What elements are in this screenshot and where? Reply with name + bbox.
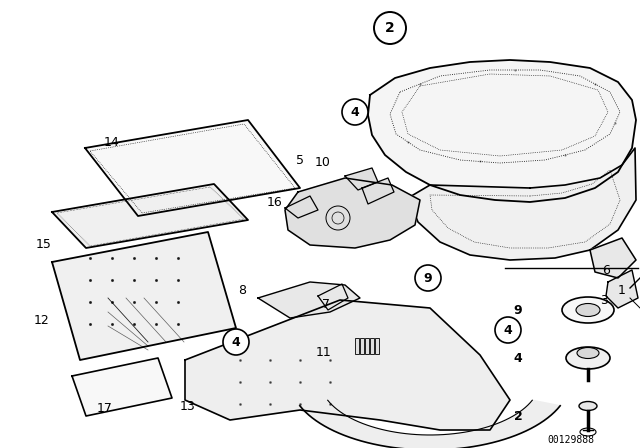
- Bar: [365, 338, 369, 354]
- Text: 4: 4: [351, 105, 360, 119]
- Text: 9: 9: [514, 303, 522, 316]
- Text: 8: 8: [238, 284, 246, 297]
- Text: 2: 2: [385, 21, 395, 35]
- Circle shape: [415, 265, 441, 291]
- Ellipse shape: [566, 347, 610, 369]
- Polygon shape: [606, 270, 638, 308]
- Text: 5: 5: [296, 154, 304, 167]
- Polygon shape: [590, 238, 636, 278]
- Text: 12: 12: [34, 314, 50, 327]
- Text: 4: 4: [232, 336, 241, 349]
- Polygon shape: [285, 196, 318, 218]
- Text: 17: 17: [97, 401, 113, 414]
- Text: 14: 14: [104, 135, 120, 148]
- Text: 11: 11: [316, 345, 332, 358]
- Polygon shape: [362, 178, 394, 204]
- Circle shape: [374, 12, 406, 44]
- Circle shape: [223, 329, 249, 355]
- Ellipse shape: [577, 348, 599, 358]
- Text: 16: 16: [267, 195, 283, 208]
- Text: 00129888: 00129888: [547, 435, 595, 445]
- Polygon shape: [52, 232, 236, 360]
- Polygon shape: [408, 148, 636, 260]
- Polygon shape: [345, 168, 378, 190]
- Polygon shape: [285, 178, 420, 248]
- Text: 6: 6: [602, 263, 610, 276]
- Circle shape: [342, 99, 368, 125]
- Text: 4: 4: [514, 352, 522, 365]
- Text: 3: 3: [600, 293, 608, 306]
- Ellipse shape: [562, 297, 614, 323]
- Polygon shape: [85, 120, 300, 216]
- Polygon shape: [368, 60, 636, 202]
- Ellipse shape: [576, 303, 600, 316]
- Text: 9: 9: [424, 271, 432, 284]
- Bar: [355, 338, 359, 354]
- Bar: [360, 338, 364, 354]
- Polygon shape: [72, 358, 172, 416]
- Polygon shape: [185, 300, 510, 430]
- Text: 15: 15: [36, 237, 52, 250]
- Polygon shape: [52, 184, 248, 248]
- Polygon shape: [300, 400, 560, 448]
- Polygon shape: [318, 284, 348, 310]
- Bar: [370, 338, 374, 354]
- Circle shape: [495, 317, 521, 343]
- Text: 4: 4: [504, 323, 513, 336]
- Text: 13: 13: [180, 400, 196, 413]
- Bar: [375, 338, 379, 354]
- Polygon shape: [258, 282, 360, 318]
- Text: 7: 7: [322, 297, 330, 310]
- Text: 10: 10: [315, 156, 331, 169]
- Text: 1: 1: [618, 284, 626, 297]
- Text: 2: 2: [514, 409, 522, 422]
- Ellipse shape: [579, 401, 597, 410]
